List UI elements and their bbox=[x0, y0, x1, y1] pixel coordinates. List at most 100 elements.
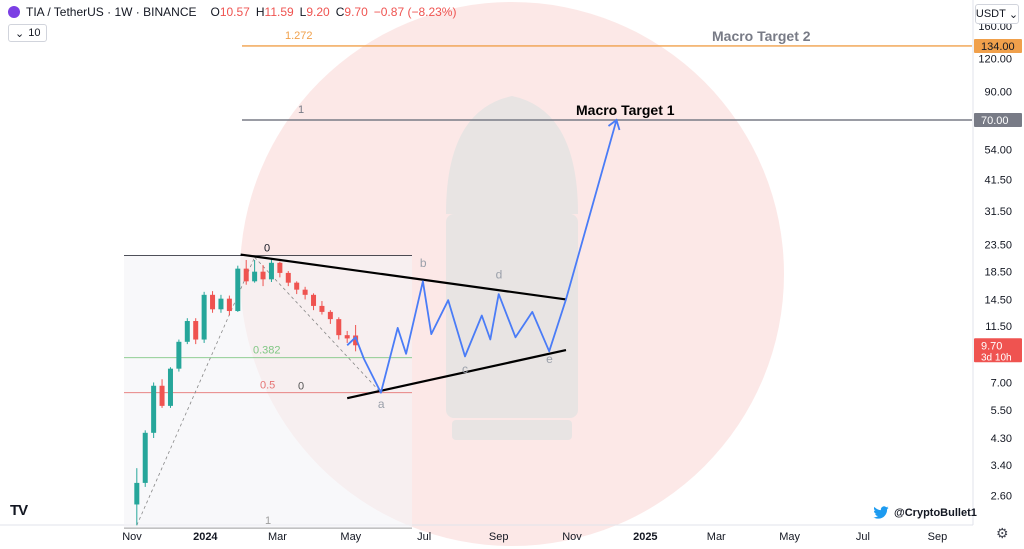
triangle-lower-line bbox=[346, 348, 567, 400]
fib-level-label: 0.5 bbox=[260, 380, 275, 392]
fib-retracement-zone bbox=[124, 255, 412, 529]
high-value: 11.59 bbox=[264, 5, 294, 19]
time-tick-label: Jul bbox=[856, 531, 870, 543]
candle-body bbox=[277, 262, 283, 273]
time-tick-label: Nov bbox=[562, 531, 582, 543]
target-fib-label: 1 bbox=[298, 104, 304, 116]
watermark-bullet-base bbox=[452, 420, 572, 440]
price-tick-label: 11.50 bbox=[985, 321, 1012, 333]
wave-label: d bbox=[496, 268, 503, 282]
close-value: 9.70 bbox=[344, 5, 368, 19]
price-tick-label: 7.00 bbox=[991, 377, 1012, 389]
open-value: 10.57 bbox=[219, 5, 250, 19]
projection-path bbox=[346, 119, 618, 394]
price-tick-label: 5.50 bbox=[991, 405, 1012, 417]
change-value: −0.87 (−8.23%) bbox=[373, 5, 457, 19]
fib-level-label: 0 bbox=[264, 243, 270, 255]
fib-level-label: 0.382 bbox=[253, 345, 281, 357]
candle-body bbox=[327, 311, 333, 320]
price-tick-label: 120.00 bbox=[978, 54, 1012, 66]
price-tick-label: 41.50 bbox=[984, 175, 1012, 187]
candle-body bbox=[151, 385, 157, 433]
price-tick-label: 4.30 bbox=[991, 433, 1012, 445]
author-handle: @CryptoBullet1 bbox=[872, 505, 977, 521]
time-tick-label: May bbox=[340, 531, 361, 543]
candle-body bbox=[226, 298, 232, 312]
time-tick-label: Mar bbox=[707, 531, 726, 543]
candle-body bbox=[210, 294, 216, 310]
wave-label: e bbox=[546, 352, 553, 366]
price-badge bbox=[974, 338, 1022, 363]
candle-body bbox=[260, 271, 266, 280]
time-tick-label: Mar bbox=[268, 531, 287, 543]
price-badge-label: 134.00 bbox=[981, 41, 1015, 53]
price-tick-label: 2.60 bbox=[991, 490, 1012, 502]
time-tick-label: Sep bbox=[489, 531, 509, 543]
price-tick-label: 23.50 bbox=[984, 239, 1012, 251]
price-badge bbox=[974, 38, 1022, 53]
currency-select[interactable]: USDT ⌄ bbox=[975, 4, 1019, 24]
candle-body bbox=[142, 432, 148, 483]
wave-label: b bbox=[420, 256, 427, 270]
price-tick-label: 3.40 bbox=[991, 460, 1012, 472]
candle-body bbox=[176, 341, 182, 369]
fib-level-label: 1 bbox=[265, 515, 271, 527]
indicator-value: 10 bbox=[28, 27, 41, 39]
candle-body bbox=[344, 335, 350, 339]
wave-label: a bbox=[378, 397, 385, 411]
indicator-toggle[interactable]: ⌄ 10 bbox=[8, 24, 48, 42]
price-tick-label: 90.00 bbox=[984, 86, 1012, 98]
price-tick-label: 14.50 bbox=[984, 294, 1012, 306]
chevron-down-icon: ⌄ bbox=[15, 27, 25, 40]
candle-body bbox=[218, 298, 224, 310]
tia-coin-icon bbox=[8, 6, 20, 18]
handle-text: @CryptoBullet1 bbox=[894, 507, 977, 519]
candle-body bbox=[268, 262, 274, 280]
time-tick-label: 2025 bbox=[633, 531, 657, 543]
twitter-bird-icon bbox=[873, 506, 889, 519]
target-name: Macro Target 2 bbox=[712, 28, 811, 44]
low-label: L bbox=[299, 5, 307, 19]
fib-trend-line bbox=[136, 257, 255, 526]
time-tick-label: May bbox=[779, 531, 800, 543]
price-tick-label: 31.50 bbox=[984, 206, 1012, 218]
tradingview-logo[interactable]: TV bbox=[10, 502, 28, 519]
currency-label: USDT bbox=[975, 8, 1006, 20]
price-badge-label: 70.00 bbox=[981, 115, 1009, 127]
settings-gear-icon[interactable]: ⚙ bbox=[996, 525, 1009, 541]
candle-body bbox=[294, 282, 300, 290]
candle-body bbox=[134, 482, 140, 505]
close-label: C bbox=[335, 5, 345, 19]
candle-body bbox=[243, 268, 249, 282]
target-name: Macro Target 1 bbox=[576, 102, 675, 118]
candle-body bbox=[302, 289, 308, 295]
projection-arrowhead bbox=[607, 118, 621, 131]
candle-body bbox=[167, 368, 173, 406]
triangle-upper-line bbox=[240, 253, 567, 301]
open-label: O bbox=[210, 5, 220, 19]
candle-body bbox=[193, 321, 199, 340]
symbol-title[interactable]: TIA / TetherUS · 1W · BINANCE bbox=[26, 5, 197, 19]
high-label: H bbox=[255, 5, 265, 19]
watermark-bullet-body bbox=[446, 214, 578, 418]
time-tick-label: Nov bbox=[122, 531, 142, 543]
fib-trend-line bbox=[254, 256, 382, 393]
chevron-down-icon: ⌄ bbox=[1008, 8, 1019, 21]
candle-body bbox=[252, 271, 258, 282]
candle-body bbox=[353, 335, 359, 346]
time-tick-label: Jul bbox=[417, 531, 431, 543]
target-fib-label: 1.272 bbox=[285, 30, 313, 42]
price-badge bbox=[974, 113, 1022, 127]
candle-body bbox=[184, 321, 190, 342]
time-tick-label: Sep bbox=[928, 531, 948, 543]
candle-body bbox=[311, 294, 317, 306]
chart-header: TIA / TetherUS · 1W · BINANCE O 10.57 H 11… bbox=[8, 4, 456, 20]
candle-body bbox=[285, 272, 291, 283]
candle-body bbox=[201, 294, 207, 340]
candle-body bbox=[235, 268, 241, 312]
price-badge-label: 9.70 bbox=[981, 340, 1002, 352]
price-tick-label: 18.50 bbox=[984, 267, 1012, 279]
candle-body bbox=[159, 385, 165, 406]
time-tick-label: 2024 bbox=[193, 531, 218, 543]
